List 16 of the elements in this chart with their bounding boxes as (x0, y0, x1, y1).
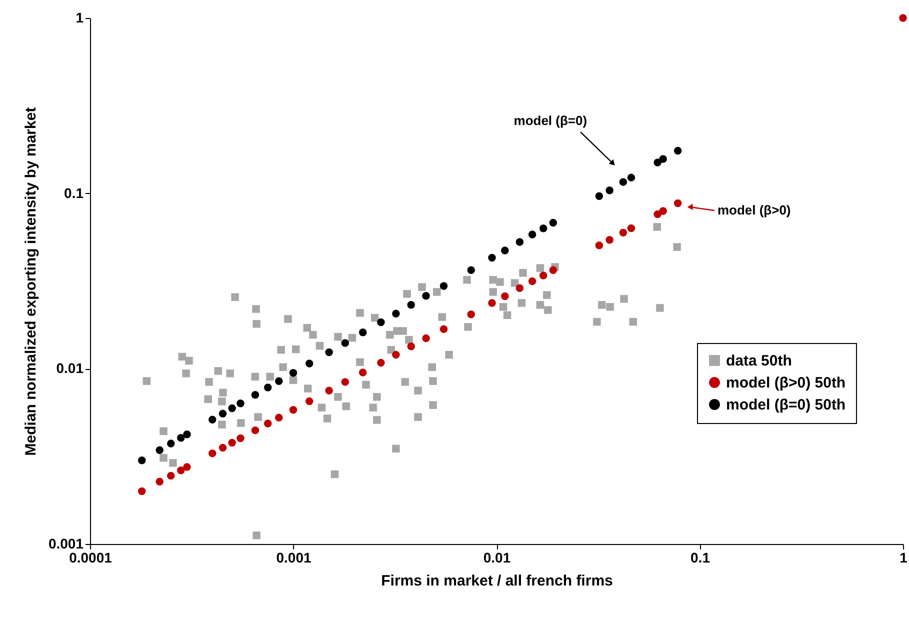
y-tick-label: 0.1 (64, 184, 84, 201)
x-tick-label: 1 (900, 550, 908, 566)
legend-label: model (β=0) 50th (726, 396, 846, 414)
y-tick-label: 1 (76, 10, 84, 26)
x-tick-label: 0.1 (690, 550, 710, 566)
x-axis-title: Firms in market / all french firms (381, 572, 613, 590)
legend-label: model (β>0) 50th (726, 374, 846, 392)
legend-label: data 50th (726, 352, 792, 370)
x-tick-label: 0.001 (276, 550, 312, 566)
y-axis-title: Median normalized exporting intensity by market (22, 107, 40, 456)
x-tick-label: 0.01 (483, 550, 511, 566)
y-tick-label: 0.01 (56, 360, 84, 376)
y-tick-label: 0.001 (48, 536, 84, 552)
annotation: model (β>0) (717, 202, 791, 218)
x-tick-label: 0.0001 (69, 550, 112, 566)
annotation: model (β=0) (514, 112, 588, 128)
